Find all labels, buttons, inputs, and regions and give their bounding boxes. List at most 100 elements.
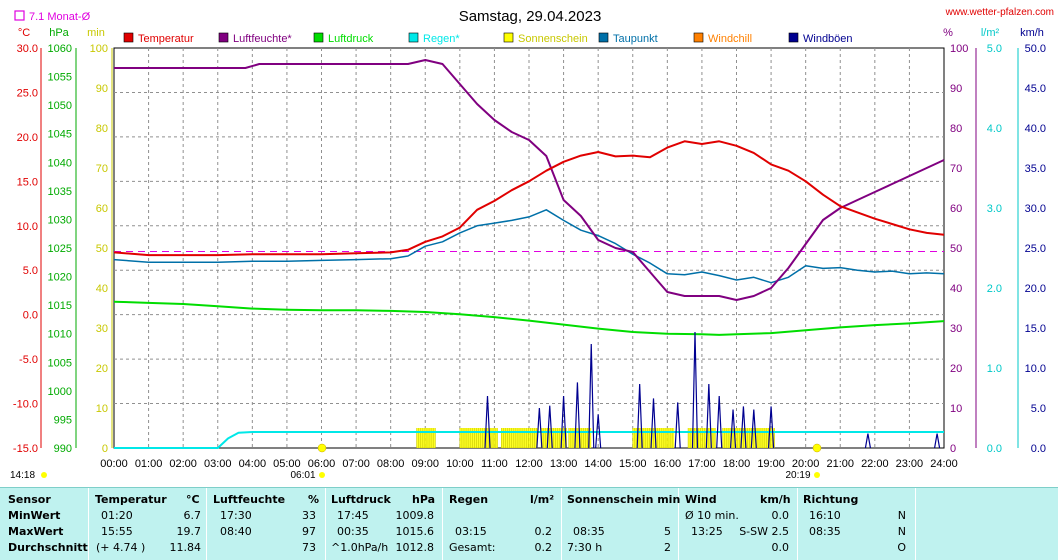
humidity-tick-label: 50 (950, 243, 962, 255)
header-rain: Regen (449, 493, 489, 506)
wind-tick-label: 20.0 (1025, 283, 1046, 295)
row-max-wind-value: S-SW 2.5 (739, 525, 789, 538)
sunshine-tick-label: 0 (102, 443, 108, 455)
x-tick-label: 17:00 (688, 458, 716, 470)
wind-tick-label: 50.0 (1025, 43, 1046, 55)
sunshine-tick-label: 80 (96, 123, 108, 135)
x-tick-label: 18:00 (723, 458, 751, 470)
x-tick-label: 16:00 (654, 458, 682, 470)
legend-label: Luftdruck (328, 33, 374, 45)
row-min-hum-time: 17:30 (220, 509, 252, 522)
row-max-dir-value: N (897, 525, 906, 538)
humidity-tick-label: 0 (950, 443, 956, 455)
row-min-pres-time: 17:45 (337, 509, 369, 522)
wind-tick-label: 40.0 (1025, 123, 1046, 135)
temp-tick-label: 20.0 (17, 132, 38, 144)
current-time-sun-icon (41, 472, 47, 478)
series-layer (113, 59, 945, 449)
temp-tick-label: 30.0 (17, 43, 38, 55)
x-tick-label: 24:00 (930, 458, 958, 470)
legend-swatch (788, 32, 799, 43)
wind-gust-spike (691, 331, 699, 449)
header-direction: Richtung (803, 493, 859, 506)
x-tick-label: 12:00 (515, 458, 543, 470)
humidity-tick-label: 20 (950, 363, 962, 375)
row-avg-wind-value: 0.0 (771, 541, 790, 554)
pressure-unit-label: hPa (49, 27, 69, 39)
wind-gust-spike (740, 406, 747, 449)
header-wind-unit: km/h (760, 493, 791, 506)
x-tick-label: 19:00 (757, 458, 785, 470)
pressure-tick-label: 1050 (48, 100, 72, 112)
x-tick-label: 03:00 (204, 458, 232, 470)
wind-gust-spike (933, 433, 941, 449)
legend-swatch (218, 32, 229, 43)
legend-swatch (693, 32, 704, 43)
x-tick-label: 04:00 (239, 458, 267, 470)
x-tick-label: 11:00 (481, 458, 508, 470)
humidity-tick-label: 100 (950, 43, 968, 55)
pressure-tick-label: 1055 (48, 72, 72, 84)
legend-swatch (123, 32, 134, 43)
legend: Temperatur Luftfeuchte* Luftdruck Regen* Son… (123, 32, 853, 45)
row-avg-rain-label: Gesamt: (449, 541, 496, 554)
pressure-tick-label: 1035 (48, 186, 72, 198)
row-max-rain-time: 03:15 (455, 525, 487, 538)
row-max-sun-time: 08:35 (573, 525, 605, 538)
temp-tick-label: -15.0 (13, 443, 38, 455)
header-wind: Wind (685, 493, 717, 506)
sunshine-tick-label: 50 (96, 243, 108, 255)
series-regen-line (114, 431, 944, 449)
header-sunshine: Sonnenschein min (567, 493, 681, 506)
row-min-dir-value: N (897, 509, 906, 522)
row-avg-pres-trend: ^1.0hPa/h (331, 541, 389, 554)
series-luftfeuchte-line (114, 59, 945, 301)
humidity-tick-label: 10 (950, 403, 962, 415)
row-min-hum-value: 33 (302, 509, 316, 522)
sun-markers: 06:01 20:19 14:18 (10, 443, 822, 481)
sunrise-dot (319, 472, 325, 478)
wind-tick-label: 10.0 (1025, 363, 1046, 375)
header-rain-unit: l/m² (530, 493, 555, 506)
wind-gust-spike (536, 407, 543, 449)
wind-tick-label: 15.0 (1025, 323, 1046, 335)
pressure-tick-label: 1005 (48, 357, 72, 369)
header-pressure-unit: hPa (412, 493, 436, 506)
legend-label: Taupunkt (613, 33, 658, 45)
wind-gust-spike (716, 395, 723, 449)
wind-tick-label: 25.0 (1025, 243, 1046, 255)
wind-gust-spike (767, 406, 775, 449)
temp-tick-label: -10.0 (13, 399, 38, 411)
header-temperature-unit: °C (186, 493, 200, 506)
x-tick-label: 15:00 (619, 458, 647, 470)
wind-tick-label: 45.0 (1025, 83, 1046, 95)
wind-gust-spike (560, 395, 567, 449)
summary-table: Sensor Temperatur °C Luftfeuchte % Luftd… (0, 487, 1058, 560)
x-tick-label: 22:00 (861, 458, 889, 470)
legend-label: Luftfeuchte* (233, 33, 292, 45)
x-tick-label: 08:00 (377, 458, 405, 470)
month-avg-swatch (14, 10, 25, 21)
x-tick-label: 20:00 (792, 458, 820, 470)
x-tick-label: 06:00 (308, 458, 336, 470)
x-tick-label: 01:00 (135, 458, 163, 470)
row-avg-temp-value: 11.84 (169, 541, 202, 554)
wind-gust-spike (864, 433, 872, 449)
rain-tick-label: 3.0 (987, 203, 1002, 215)
pressure-tick-label: 995 (54, 414, 72, 426)
temp-tick-label: 10.0 (17, 221, 38, 233)
row-max-rain-value: 0.2 (534, 525, 553, 538)
humidity-unit-label: % (943, 27, 953, 39)
x-tick-label: 09:00 (411, 458, 439, 470)
row-max-dir-time: 08:35 (809, 525, 841, 538)
current-time: 14:18 (10, 470, 35, 481)
website-label: www.wetter-pfalzen.com (945, 7, 1054, 18)
series-temperatur-line (113, 140, 945, 257)
humidity-tick-label: 90 (950, 83, 962, 95)
weather-chart: Samstag, 29.04.2023 www.wetter-pfalzen.c… (10, 7, 1054, 481)
sunshine-tick-label: 70 (96, 163, 108, 175)
row-min-wind-time: Ø 10 min. (685, 509, 739, 522)
legend-label: Temperatur (138, 33, 194, 45)
wind-unit-label: km/h (1020, 27, 1044, 39)
row-avg-rain-value: 0.2 (534, 541, 553, 554)
